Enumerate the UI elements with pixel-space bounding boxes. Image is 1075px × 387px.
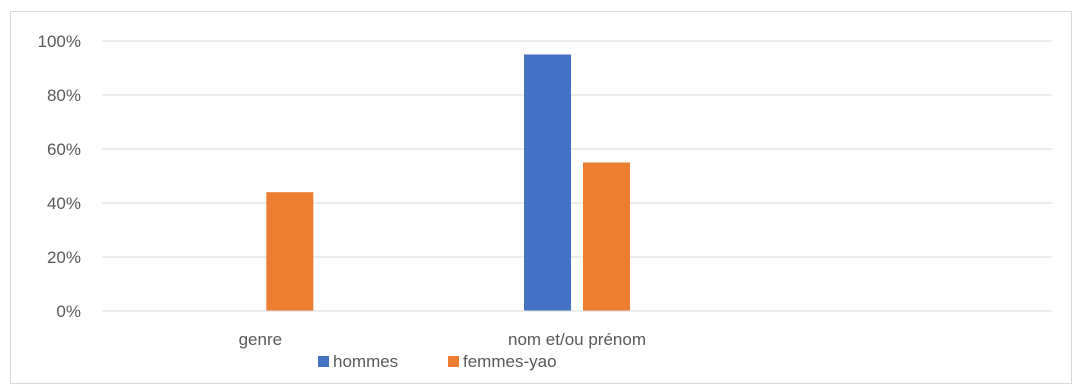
y-tick-label: 20% [47, 248, 81, 267]
y-tick-label: 0% [56, 302, 81, 321]
x-axis-ticks: genre nom et/ou prénom [239, 330, 646, 349]
gridlines [102, 40, 1052, 258]
x-tick-label: nom et/ou prénom [508, 330, 646, 349]
y-tick-label: 100% [38, 32, 81, 51]
bar-femmes-yao-1 [583, 162, 630, 311]
y-tick-label: 40% [47, 194, 81, 213]
legend: hommes femmes-yao [318, 352, 557, 371]
bar-hommes-1 [524, 54, 571, 311]
y-tick-label: 80% [47, 86, 81, 105]
legend-label-hommes: hommes [333, 352, 398, 371]
legend-swatch-hommes [318, 356, 329, 367]
y-tick-label: 60% [47, 140, 81, 159]
x-tick-label: genre [239, 330, 282, 349]
bar-femmes-yao-0 [266, 192, 314, 311]
bars [266, 54, 630, 311]
legend-label-femmes-yao: femmes-yao [463, 352, 557, 371]
legend-swatch-femmes-yao [448, 356, 459, 367]
y-axis-ticks: 0% 20% 40% 60% 80% 100% [38, 32, 81, 321]
